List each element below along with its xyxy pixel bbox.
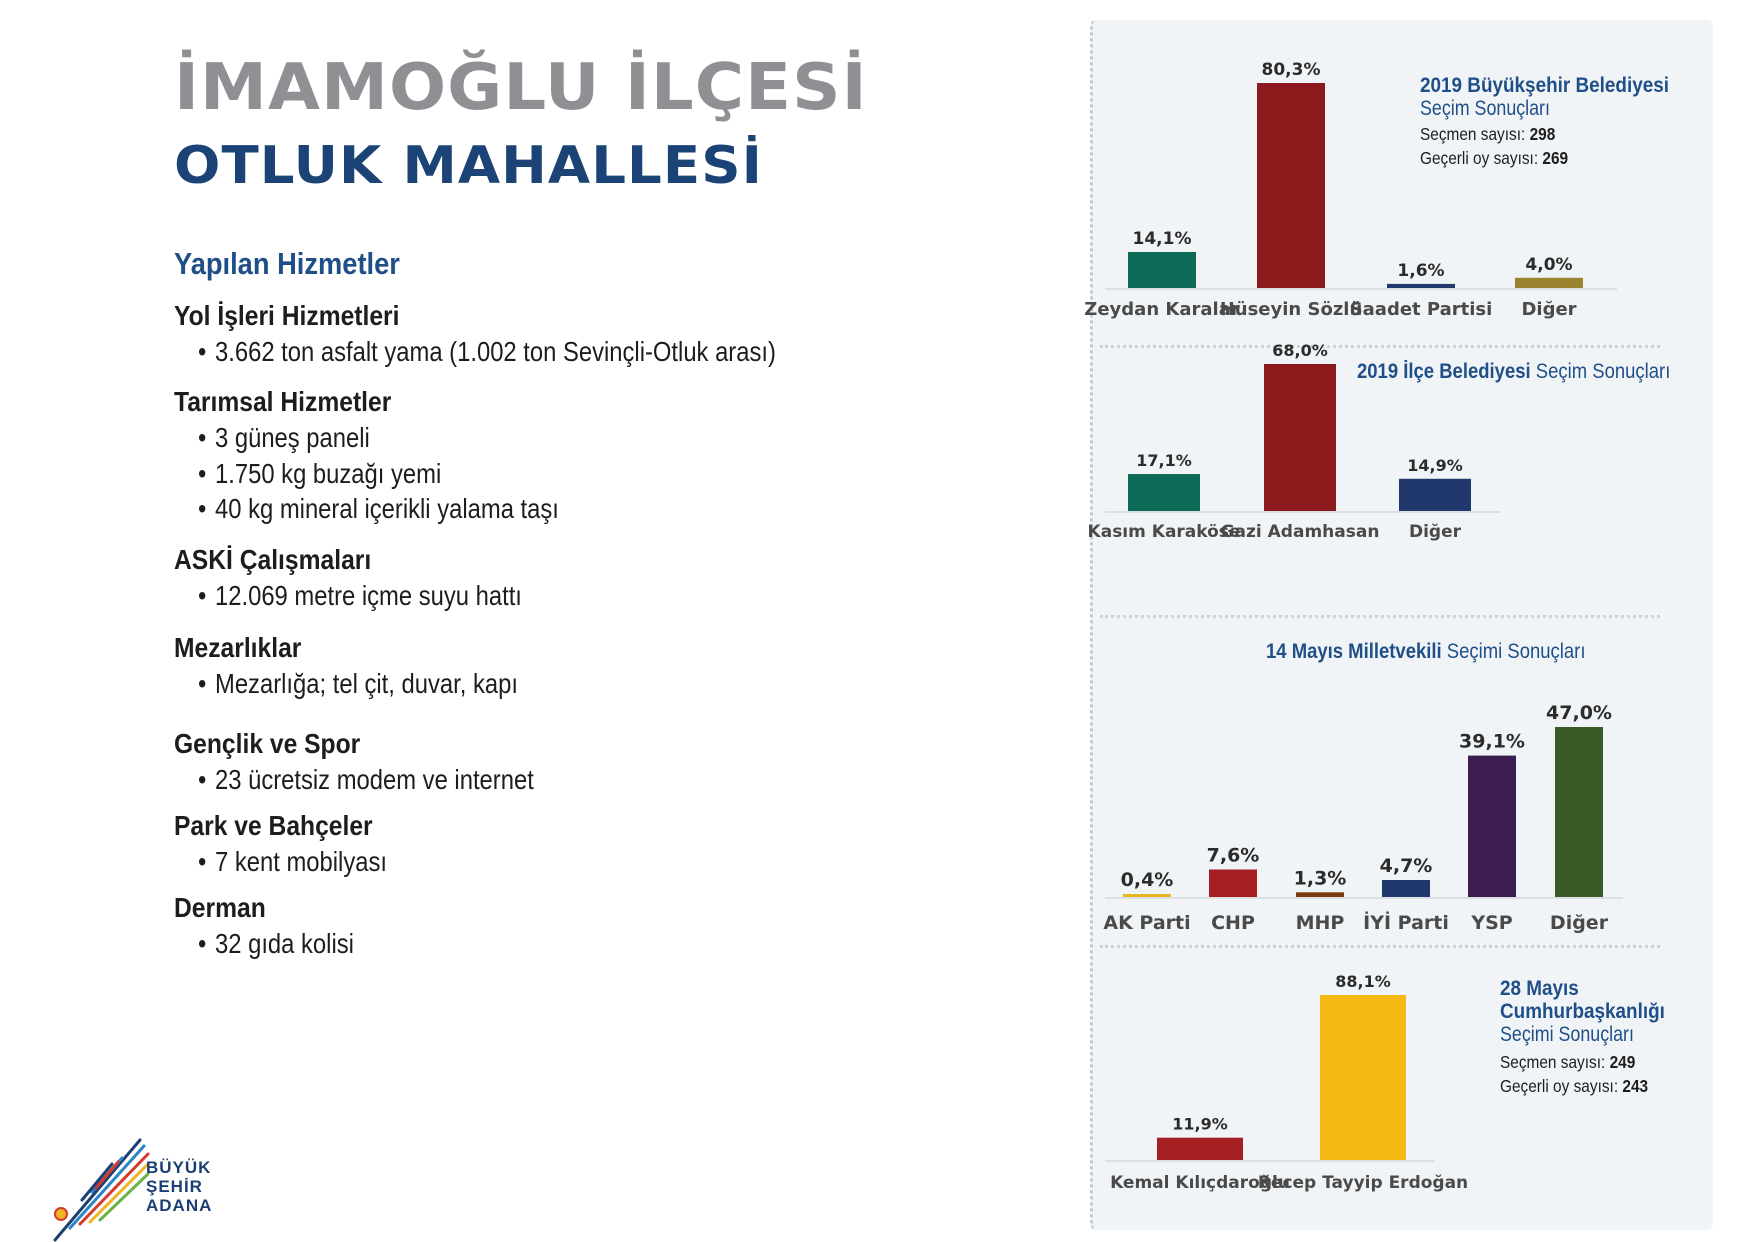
category-label: Saadet Partisi [1350, 299, 1493, 320]
bar-gazi-adamhasan [1264, 364, 1336, 511]
bar-chp [1209, 869, 1257, 897]
bar-kemal-k-l-daro-lu [1157, 1137, 1243, 1160]
data-label: 80,3% [1262, 60, 1321, 80]
category-label: Diğer [1409, 522, 1462, 542]
section-tarim: Tarımsal Hizmetler • 3 güneş paneli • 1.75… [174, 384, 623, 527]
chart-buyuksehir-2019: 14,1% Zeydan Karalar 80,3% Hüseyin Sözlü 1,6… [1084, 60, 1617, 320]
category-label: Gazi Adamhasan [1221, 522, 1380, 542]
section-derman: Derman • 32 gıda kolisi [174, 890, 381, 962]
data-label: 17,1% [1136, 451, 1192, 470]
bar-ak-parti [1123, 894, 1171, 897]
category-label: MHP [1296, 912, 1345, 934]
bar-mhp [1296, 892, 1344, 897]
services-heading: Yapılan Hizmetler [174, 246, 400, 281]
category-label: Diğer [1550, 912, 1609, 934]
data-label: 47,0% [1546, 702, 1612, 724]
chart1-voters: Seçmen sayısı: 298 [1420, 124, 1556, 144]
list-item: • 40 kg mineral içerikli yalama taşı [198, 493, 559, 524]
list-item: • 12.069 metre içme suyu hattı [198, 580, 522, 611]
chart1-valid-votes: Geçerli oy sayısı: 269 [1420, 148, 1569, 168]
section-yol: Yol İşleri Hizmetleri • 3.662 ton asfalt … [174, 298, 878, 370]
data-label: 1,6% [1397, 261, 1444, 281]
data-label: 4,0% [1525, 255, 1572, 275]
chart4-valid-votes: Geçerli oy sayısı: 243 [1500, 1076, 1649, 1096]
buyuksehir-adana-logo [53, 1138, 150, 1242]
divider [1100, 945, 1660, 948]
bar-i-yi-parti [1382, 880, 1430, 897]
page-subtitle: OTLUK MAHALLESİ [174, 136, 763, 196]
chart4-title-2: Cumhurbaşkanlığı [1500, 1000, 1665, 1023]
bar-di-er [1399, 478, 1471, 511]
section-title: Tarımsal Hizmetler [174, 386, 392, 417]
data-label: 1,3% [1294, 867, 1347, 889]
bar-h-seyin-s-zl- [1257, 83, 1325, 288]
page-title: İMAMOĞLU İLÇESİ [174, 51, 868, 125]
section-title: Mezarlıklar [174, 632, 302, 663]
bar-di-er [1515, 277, 1583, 288]
category-label: Recep Tayyip Erdoğan [1258, 1173, 1468, 1193]
list-item: • 3.662 ton asfalt yama (1.002 ton Sevinç… [198, 336, 776, 367]
list-item: • 1.750 kg buzağı yemi [198, 457, 442, 489]
category-label: CHP [1211, 912, 1255, 934]
section-mezarlik: Mezarlıklar • Mezarlığa; tel çit, duvar, … [174, 630, 574, 702]
section-title: Yol İşleri Hizmetleri [174, 300, 400, 331]
section-title: Park ve Bahçeler [174, 810, 373, 841]
data-label: 88,1% [1335, 972, 1391, 991]
section-genclik: Gençlik ve Spor • 23 ücretsiz modem ve in… [174, 726, 593, 798]
category-label: Diğer [1521, 299, 1576, 320]
chart4-voters: Seçmen sayısı: 249 [1500, 1052, 1636, 1072]
list-item: • 32 gıda kolisi [198, 928, 354, 959]
category-label: AK Parti [1103, 912, 1190, 934]
data-label: 14,9% [1407, 456, 1463, 475]
list-item: • 3 güneş paneli [198, 422, 370, 453]
logo-text: BÜYÜK ŞEHİR ADANA [146, 1158, 213, 1215]
list-item: • Mezarlığa; tel çit, duvar, kapı [198, 668, 518, 699]
data-label: 0,4% [1121, 869, 1174, 891]
category-label: Zeydan Karalar [1084, 299, 1240, 320]
divider [1100, 345, 1660, 348]
data-label: 11,9% [1172, 1115, 1228, 1134]
category-label: Kasım Karaköse [1088, 522, 1241, 542]
chart4-info: 28 Mayıs Cumhurbaşkanlığı Seçimi Sonuçla… [1500, 977, 1683, 1098]
data-label: 7,6% [1207, 845, 1260, 867]
chart1-info: 2019 Büyükşehir Belediyesi Seçim Sonuçla… [1420, 74, 1697, 170]
chart2-title: 2019 İlçe Belediyesi Seçim Sonuçları [1357, 360, 1671, 383]
category-label: Hüseyin Sözlü [1220, 299, 1363, 320]
section-title: Gençlik ve Spor [174, 728, 361, 759]
divider [1100, 615, 1660, 618]
category-label: İYİ Parti [1363, 910, 1449, 934]
section-title: ASKİ Çalışmaları [174, 544, 372, 575]
data-label: 68,0% [1272, 341, 1328, 360]
bar-saadet-partisi [1387, 283, 1455, 288]
bar-di-er [1555, 727, 1603, 897]
section-aski: ASKİ Çalışmaları • 12.069 metre içme suyu… [174, 542, 579, 614]
bar-recep-tayyip-erdo-an [1320, 995, 1406, 1160]
bar-zeydan-karalar [1128, 252, 1196, 288]
chart3-title: 14 Mayıs Milletvekili Seçimi Sonuçları [1266, 640, 1586, 663]
bar-kas-m-karak-se [1128, 474, 1200, 511]
bar-ysp [1468, 755, 1516, 897]
chart1-subtitle: Seçim Sonuçları [1420, 97, 1550, 120]
chart1-title: 2019 Büyükşehir Belediyesi [1420, 74, 1669, 97]
section-park: Park ve Bahçeler • 7 kent mobilyası [174, 808, 420, 880]
list-item: • 23 ücretsiz modem ve internet [198, 764, 534, 795]
list-item: • 7 kent mobilyası [198, 846, 387, 877]
data-label: 14,1% [1133, 229, 1192, 249]
data-label: 4,7% [1380, 855, 1433, 877]
section-title: Derman [174, 892, 266, 923]
data-label: 39,1% [1459, 731, 1525, 753]
category-label: YSP [1470, 912, 1512, 934]
chart4-subtitle: Seçimi Sonuçları [1500, 1023, 1634, 1046]
chart4-title: 28 Mayıs [1500, 977, 1579, 1000]
chart-milletvekili-2023: 0,4% AK Parti 7,6% CHP 1,3% MHP 4,7% İYİ Parti 3… [1103, 702, 1623, 934]
chart-ilce-2019: 17,1% Kasım Karaköse 68,0% Gazi Adamhasan 14… [1088, 341, 1500, 542]
category-label: Kemal Kılıçdaroğlu [1110, 1173, 1290, 1193]
chart-cumhurbaskanligi-2023: 11,9% Kemal Kılıçdaroğlu 88,1% Recep Tayyip… [1105, 972, 1468, 1193]
